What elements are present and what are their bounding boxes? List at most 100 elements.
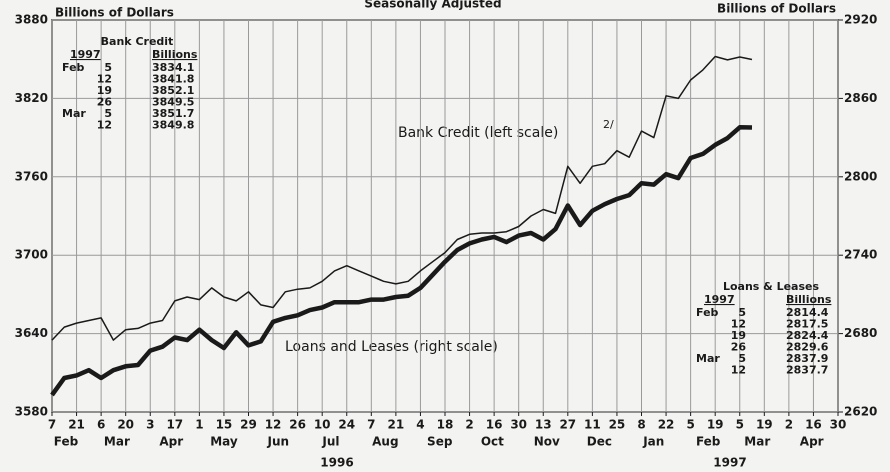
table-cell: 2837.7 [786,364,828,377]
month-label: Dec [587,435,612,449]
x-tick-label: 20 [117,418,134,432]
table-cell: 12 [97,73,112,86]
x-tick-label: 2 [465,418,473,432]
table-cell: Mar [696,352,720,365]
table-cell: 12 [97,119,112,132]
year-label: 1996 [320,456,353,470]
table-cell: 2837.9 [786,352,828,365]
series-line [51,55,753,341]
month-label: Apr [800,435,824,449]
x-tick-label: 19 [756,418,773,432]
series-label: Loans and Leases (right scale) [285,339,498,355]
y2-tick-label: 2740 [844,248,877,262]
month-label: Jun [267,435,290,449]
x-tick-label: 30 [830,418,847,432]
y-tick-label: 3760 [15,169,48,183]
x-tick-label: 30 [510,418,527,432]
month-label: Mar [744,435,770,449]
table-title: Loans & Leases [723,280,820,293]
table-cell: 3849.8 [152,119,194,132]
month-label: Aug [372,435,398,449]
y-tick-label: 3640 [15,326,48,340]
table-cell: 12 [731,318,746,331]
table-cell: 19 [731,329,746,342]
month-label: Jan [642,435,664,449]
month-label: May [210,435,238,449]
y-tick-label: 3880 [15,13,48,27]
x-tick-label: 22 [658,418,675,432]
y2-tick-label: 2680 [844,326,877,340]
year-label: 1997 [713,456,746,470]
x-tick-label: 7 [48,418,56,432]
x-tick-label: 12 [265,418,282,432]
table-cell: 2824.4 [786,329,829,342]
table-cell: 3841.8 [152,73,194,86]
month-label: Nov [534,435,560,449]
chart-subtitle: Seasonally Adjusted [364,0,501,11]
series-line [50,125,753,397]
x-tick-label: 6 [97,418,105,432]
series-label: Bank Credit (left scale) [398,125,558,141]
x-tick-label: 2 [785,418,793,432]
y2-tick-label: 2860 [844,91,877,105]
table-header: Billions [786,293,832,306]
x-tick-label: 26 [289,418,306,432]
x-tick-label: 21 [68,418,85,432]
table-cell: 5 [104,61,112,74]
table-header: 1997 [704,293,735,306]
month-label: Mar [104,435,130,449]
table-cell: 12 [731,364,746,377]
table-cell: 19 [97,84,112,97]
table-cell: 2829.6 [786,341,829,354]
month-label: Jul [321,435,339,449]
table-cell: 5 [104,107,112,120]
table-cell: 26 [97,96,113,109]
y-axis-label: Billions of Dollars [55,6,174,20]
table-cell: 3849.5 [152,96,194,109]
y2-tick-label: 2620 [844,405,877,419]
table-cell: Feb [62,61,85,74]
table-cell: 26 [731,341,747,354]
table-header: Billions [152,48,198,61]
y-tick-label: 3820 [15,91,48,105]
y-tick-label: 3700 [15,248,48,262]
x-tick-label: 18 [437,418,454,432]
month-label: Sep [427,435,453,449]
month-label: Feb [696,435,721,449]
footnote-mark: 2/ [603,118,614,131]
table-title: Bank Credit [101,35,174,48]
table-cell: 2817.5 [786,318,828,331]
month-label: Apr [159,435,183,449]
x-tick-label: 7 [367,418,375,432]
x-tick-label: 29 [240,418,257,432]
table-cell: Mar [62,107,86,120]
y2-tick-label: 2920 [844,13,877,27]
table-cell: 5 [738,352,746,365]
x-tick-label: 11 [584,418,601,432]
y-tick-label: 3580 [15,405,48,419]
y2-axis-label: Billions of Dollars [717,2,836,16]
table-header: 1997 [70,48,101,61]
table-cell: 3851.7 [152,107,194,120]
table-cell: 2814.4 [786,306,829,319]
x-tick-label: 16 [805,418,822,432]
x-tick-label: 10 [314,418,331,432]
x-tick-label: 13 [535,418,552,432]
x-tick-label: 16 [486,418,503,432]
x-tick-label: 1 [195,418,203,432]
x-tick-label: 21 [388,418,405,432]
month-label: Oct [481,435,504,449]
x-tick-label: 3 [146,418,154,432]
x-tick-label: 17 [166,418,183,432]
x-tick-label: 24 [338,418,355,432]
month-label: Feb [54,435,79,449]
y2-tick-label: 2800 [844,169,877,183]
x-tick-label: 19 [707,418,724,432]
x-tick-label: 15 [216,418,233,432]
table-cell: 3852.1 [152,84,194,97]
table-cell: 5 [738,306,746,319]
x-tick-label: 5 [736,418,744,432]
table-cell: Feb [696,306,719,319]
x-tick-label: 27 [559,418,576,432]
